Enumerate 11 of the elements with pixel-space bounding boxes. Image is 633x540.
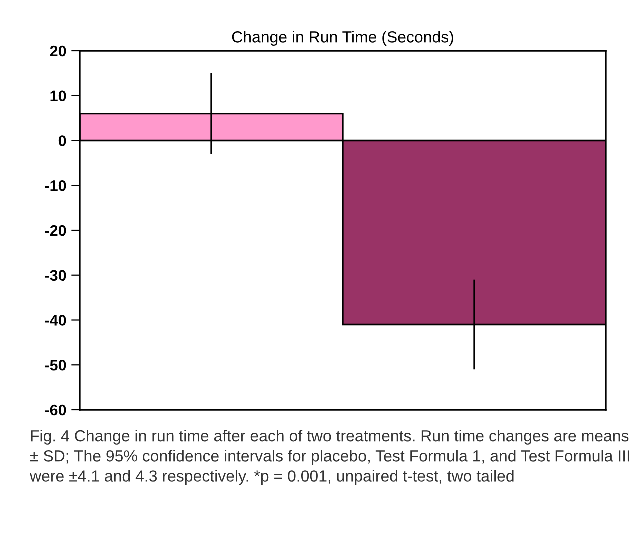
y-tick-label: -30 (45, 270, 66, 282)
y-tick-label: -20 (45, 225, 66, 236)
y-tick-label: 10 (50, 90, 66, 102)
y-tick-label: -40 (45, 315, 66, 326)
y-tick-label: -50 (45, 360, 66, 371)
chart-title: Change in Run Time (Seconds) (232, 31, 454, 46)
y-tick-label: 0 (58, 136, 66, 146)
y-tick-label: -60 (45, 404, 66, 416)
y-tick-label: -10 (45, 180, 66, 192)
caption: Fig. 4 Change in run time after each of two treatments. Run time changes are means ± SD; The 95% confidence intervals for placebo, Test Formula 1, and Test Formula III were ±4.1 and 4.3 respectively. *p = 0.001, unpaired t-test, two tailed (30, 430, 630, 486)
y-tick-label: 20 (50, 46, 66, 57)
